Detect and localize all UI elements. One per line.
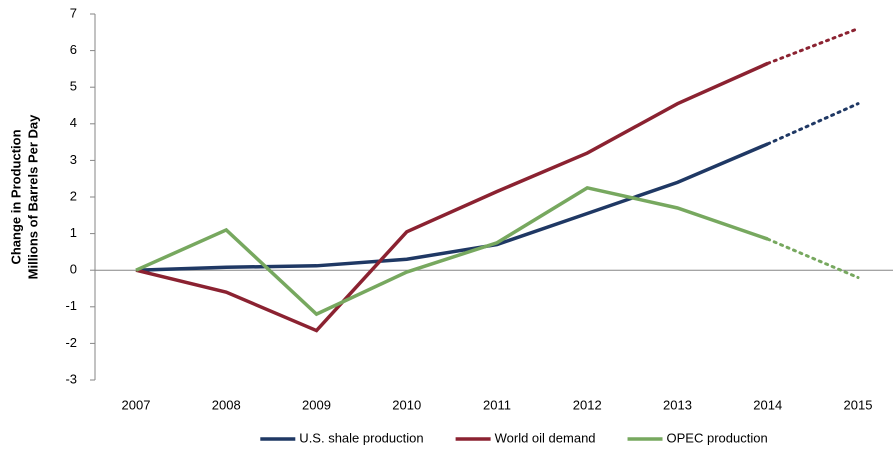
x-tick-label: 2014 — [753, 397, 782, 412]
y-tick-label: 3 — [70, 152, 77, 167]
y-tick-label: 6 — [70, 42, 77, 57]
legend-label: World oil demand — [495, 430, 596, 445]
series-line — [135, 142, 769, 272]
y-axis-title-line: Change in Production — [8, 129, 23, 264]
x-tick-label: 2012 — [573, 397, 602, 412]
y-tick-label: 0 — [70, 262, 77, 277]
y-tick-label: -2 — [65, 335, 77, 350]
legend-label: U.S. shale production — [299, 430, 423, 445]
y-axis-title-line: Millions of Barrels Per Day — [25, 114, 40, 279]
series-line — [135, 185, 769, 317]
series-line-projected — [766, 237, 860, 280]
legend-label: OPEC production — [667, 430, 768, 445]
x-tick-label: 2009 — [302, 397, 331, 412]
y-tick-label: 2 — [70, 188, 77, 203]
y-tick-label: 7 — [70, 5, 77, 20]
x-tick-label: 2007 — [122, 397, 151, 412]
x-tick-label: 2015 — [844, 397, 873, 412]
y-axis-title: Change in Production Millions of Barrels… — [8, 114, 40, 279]
x-tick-label: 2008 — [212, 397, 241, 412]
y-tick-label: -3 — [65, 371, 77, 386]
x-tick-label: 2013 — [663, 397, 692, 412]
legend: U.S. shale production World oil demand OPE… — [260, 430, 768, 445]
y-tick-label: 4 — [70, 115, 77, 130]
y-tick-label: -1 — [65, 298, 77, 313]
y-tick-label: 1 — [70, 225, 77, 240]
x-tick-label: 2010 — [392, 397, 421, 412]
y-tick-label: 5 — [70, 79, 77, 94]
x-tick-label: 2011 — [483, 397, 511, 412]
series-line-projected — [766, 102, 860, 146]
series-line — [135, 61, 769, 333]
series-line-projected — [766, 27, 860, 65]
